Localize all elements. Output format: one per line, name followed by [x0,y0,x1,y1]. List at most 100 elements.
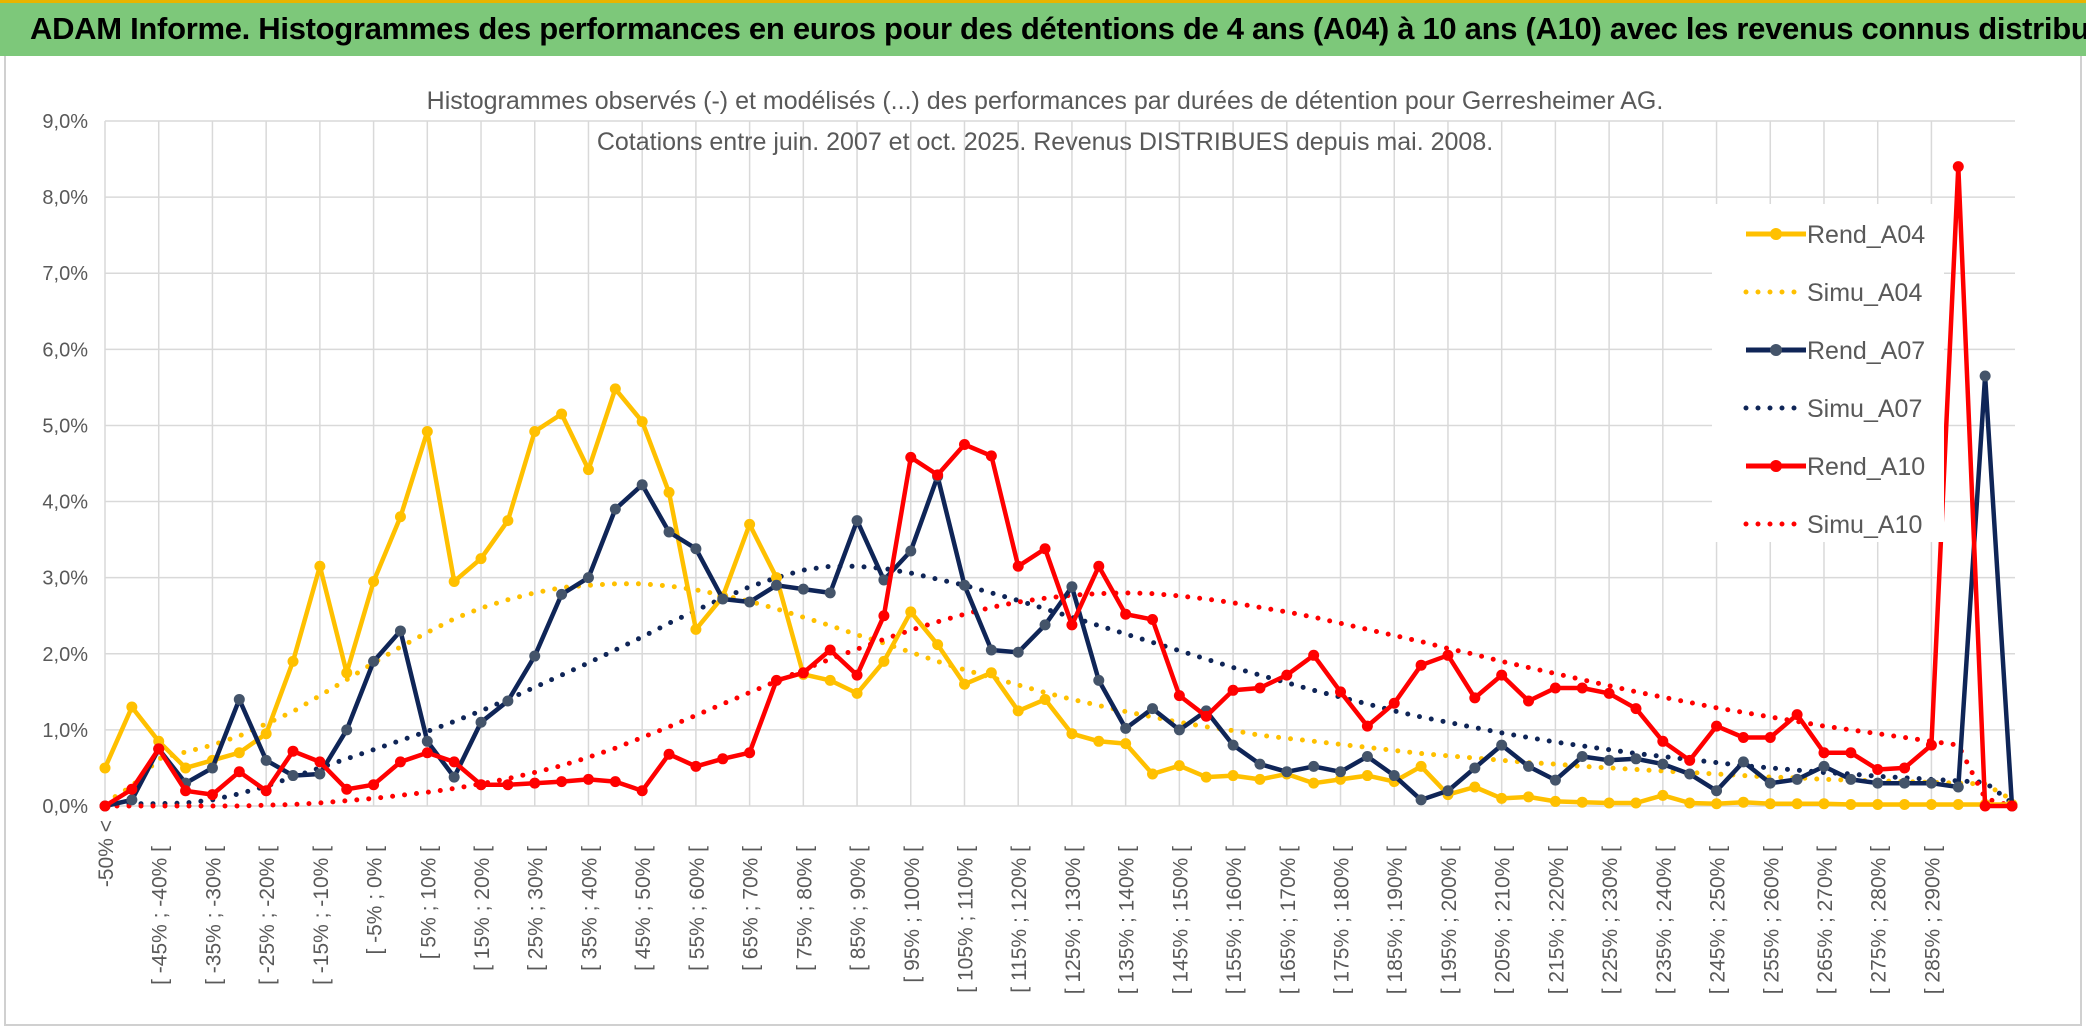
data-point [314,756,326,768]
data-point [421,747,433,759]
data-point [1227,739,1239,751]
data-point [1737,756,1749,768]
data-point [1791,709,1803,721]
data-point [556,776,568,788]
series-layer [99,161,2018,812]
data-point [1872,763,1884,775]
data-point [958,678,970,690]
data-point [1012,646,1024,658]
legend-label: Rend_A07 [1807,337,1925,365]
data-point [1039,693,1051,705]
x-tick-label: [ 65% ; 70% [ [740,846,763,971]
data-point [153,735,165,747]
data-point [1361,770,1373,782]
y-tick-label: 7,0% [42,263,88,285]
data-point [1496,739,1508,751]
legend-item: Rend_A10 [1746,453,1925,481]
data-point [878,574,890,586]
legend-label: Simu_A07 [1807,395,1922,423]
data-point [233,747,245,759]
data-point [1630,753,1642,765]
data-point [1469,781,1481,793]
data-point [582,464,594,476]
data-point [1308,760,1320,772]
series-rend_a10 [99,161,2018,812]
data-point [126,783,138,795]
x-tick-label: [ 105% ; 110% [ [954,846,977,993]
data-point [1764,798,1776,810]
data-point [394,756,406,768]
data-point [1764,732,1776,743]
data-point [663,486,675,498]
data-point [1952,161,1964,173]
legend-item: Simu_A10 [1743,511,1922,539]
legend-marker [1770,344,1782,356]
data-point [1952,781,1964,793]
legend: Rend_A04 Simu_A04 Rend_A07 Simu_A07 Rend_A10… [1712,204,1944,542]
data-point [851,669,863,681]
data-point [1066,728,1078,740]
data-point [958,579,970,591]
x-tick-label: [ 25% ; 30% [ [525,846,548,971]
x-tick-label: [ 85% ; 90% [ [847,846,870,971]
x-tick-label: [ 195% ; 200% [ [1438,846,1461,994]
data-point [1415,760,1427,772]
legend-marker [1770,460,1782,472]
data-point [1872,777,1884,789]
chart-title: Histogrammes observés (-) et modélisés (… [427,87,1664,115]
x-tick-label: [ 245% ; 250% [ [1707,846,1730,994]
y-tick-label: 2,0% [42,644,88,666]
data-point [1845,773,1857,785]
data-point [153,743,165,755]
data-point [475,553,487,565]
data-point [1818,798,1830,810]
data-point [770,674,782,686]
data-point [260,785,272,797]
data-point [1925,777,1937,789]
legend-item: Simu_A04 [1743,279,1922,307]
data-point [1576,796,1588,808]
data-point [985,450,997,462]
data-point [1335,773,1347,785]
data-point [1120,722,1132,734]
x-tick-label: [ 175% ; 180% [ [1331,846,1354,994]
data-point [690,543,702,555]
x-tick-label: [ 35% ; 40% [ [578,846,601,971]
data-point [1469,762,1481,774]
y-tick-label: 4,0% [42,492,88,514]
y-axis-ticks: 0,0% 1,0% 2,0% 3,0% 4,0% 5,0% 6,0% 7,0% 8,0% 9,0% [42,111,88,818]
title-banner: ADAM Informe. Histogrammes des performan… [0,0,2086,56]
data-point [905,606,917,618]
data-point [663,748,675,760]
x-tick-label: [ 145% ; 150% [ [1169,846,1192,994]
data-point [314,560,326,572]
legend-label: Simu_A04 [1807,279,1922,307]
x-tick-label: [ -25% ; -20% [ [256,846,279,985]
data-point [770,572,782,584]
data-point [878,610,890,622]
data-point [1469,692,1481,704]
data-point [1120,738,1132,750]
data-point [99,800,111,812]
data-point [1737,796,1749,808]
data-point [1415,659,1427,671]
data-point [609,383,621,395]
data-point [1227,770,1239,782]
x-axis-ticks: -50% < [ -45% ; -40% [[ -35% ; -30% [[ -2… [95,820,1944,994]
data-point [663,526,675,538]
data-point [394,625,406,637]
series-rend_a07 [99,370,2018,812]
data-point [1066,619,1078,631]
data-point [421,735,433,747]
x-tick-label: [ 255% ; 260% [ [1760,846,1783,994]
data-point [448,771,460,783]
data-point [744,518,756,530]
data-point [529,426,541,438]
x-tick-label: [ 225% ; 230% [ [1599,846,1622,994]
chart-grid [104,120,2015,807]
x-tick-label: [ -15% ; -10% [ [310,846,333,985]
x-tick-label: [ 125% ; 130% [ [1062,846,1085,994]
x-tick-label: [ 165% ; 170% [ [1277,846,1300,994]
data-point [1657,789,1669,801]
